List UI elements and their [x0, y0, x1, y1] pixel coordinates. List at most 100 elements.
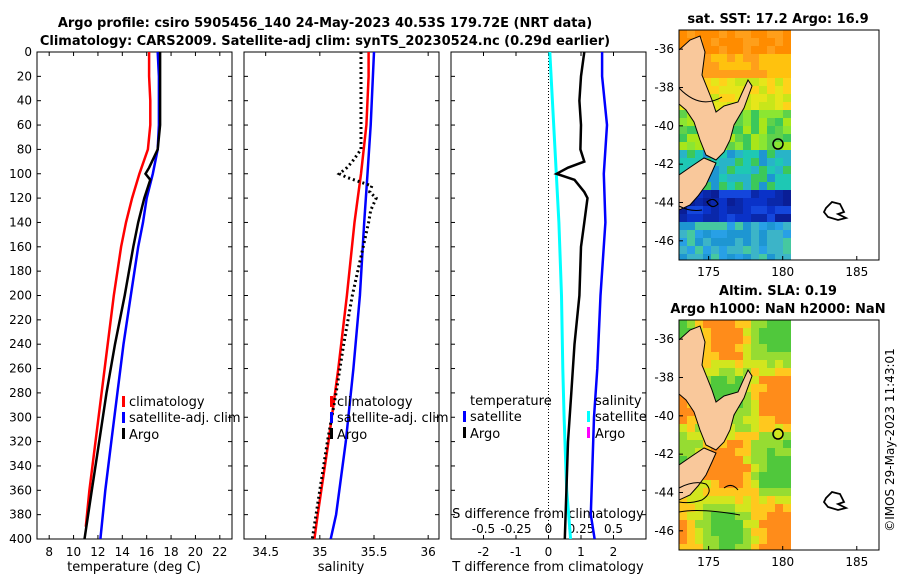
heatmap-cell: [679, 30, 687, 38]
heatmap-cell: [703, 190, 711, 198]
heatmap-cell: [767, 528, 775, 536]
heatmap-cell: [711, 520, 719, 528]
heatmap-cell: [735, 206, 743, 214]
heatmap-cell: [687, 504, 695, 512]
heatmap-cell: [727, 30, 735, 38]
heatmap-cell: [759, 480, 767, 488]
heatmap-cell: [719, 520, 727, 528]
map-y-tick-label: -38: [654, 81, 674, 95]
heatmap-cell: [767, 142, 775, 150]
heatmap-cell: [743, 360, 751, 368]
heatmap-cell: [743, 214, 751, 222]
heatmap-cell: [751, 336, 759, 344]
heatmap-cell: [735, 54, 743, 62]
heatmap-cell: [751, 328, 759, 336]
heatmap-cell: [695, 488, 703, 496]
heatmap-cell: [679, 126, 687, 134]
t-difference-xlabel: T difference from climatology: [451, 560, 644, 575]
heatmap-cell: [783, 392, 791, 400]
heatmap-cell: [767, 360, 775, 368]
heatmap-cell: [751, 368, 759, 376]
heatmap-cell: [703, 222, 711, 230]
heatmap-cell: [775, 150, 783, 158]
heatmap-cell: [775, 536, 783, 544]
heatmap-cell: [767, 190, 775, 198]
heatmap-cell: [703, 254, 711, 260]
heatmap-cell: [735, 142, 743, 150]
temperature-climatology-line: [84, 52, 152, 527]
heatmap-cell: [711, 70, 719, 78]
heatmap-cell: [759, 246, 767, 254]
salinity-legend: climatology satellite-adj. clim Argo: [330, 395, 449, 443]
heatmap-cell: [719, 238, 727, 246]
heatmap-cell: [743, 352, 751, 360]
heatmap-cell: [775, 110, 783, 118]
heatmap-cell: [783, 456, 791, 464]
heatmap-cell: [767, 102, 775, 110]
heatmap-cell: [759, 102, 767, 110]
heatmap-cell: [783, 352, 791, 360]
heatmap-cell: [743, 182, 751, 190]
heatmap-cell: [695, 214, 703, 222]
heatmap-cell: [679, 214, 687, 222]
heatmap-cell: [767, 198, 775, 206]
legend-swatch-s-satellite: [587, 411, 590, 422]
heatmap-cell: [767, 70, 775, 78]
heatmap-cell: [687, 448, 695, 456]
heatmap-cell: [783, 198, 791, 206]
north-island-land: [679, 35, 753, 161]
heatmap-cell: [783, 496, 791, 504]
heatmap-cell: [703, 480, 711, 488]
legend-swatch-argo: [122, 428, 125, 439]
heatmap-cell: [743, 424, 751, 432]
heatmap-cell: [719, 360, 727, 368]
heatmap-cell: [775, 376, 783, 384]
heatmap-cell: [751, 472, 759, 480]
heatmap-cell: [711, 496, 719, 504]
heatmap-cell: [719, 464, 727, 472]
legend-label: satellite-adj. clim: [337, 411, 449, 426]
heatmap-cell: [687, 496, 695, 504]
heatmap-cell: [735, 320, 743, 328]
heatmap-cell: [759, 320, 767, 328]
heatmap-cell: [711, 512, 719, 520]
heatmap-cell: [727, 198, 735, 206]
map-x-tick-label: 180: [771, 265, 794, 279]
heatmap-cell: [751, 118, 759, 126]
heatmap-cell: [695, 512, 703, 520]
heatmap-cell: [719, 456, 727, 464]
heatmap-cell: [783, 480, 791, 488]
heatmap-cell: [767, 376, 775, 384]
heatmap-cell: [703, 328, 711, 336]
salinity-x-axis: 34.5 35 35.5 36: [252, 52, 436, 559]
heatmap-cell: [743, 62, 751, 70]
depth-tick-label: 340: [9, 459, 32, 473]
heatmap-cell: [775, 62, 783, 70]
heatmap-cell: [695, 238, 703, 246]
heatmap-cell: [687, 246, 695, 254]
heatmap-cell: [719, 488, 727, 496]
heatmap-cell: [783, 336, 791, 344]
heatmap-cell: [759, 158, 767, 166]
heatmap-cell: [711, 222, 719, 230]
heatmap-cell: [783, 150, 791, 158]
legend-swatch-t-satellite: [463, 411, 466, 422]
heatmap-cell: [783, 520, 791, 528]
map-y-tick-label: -36: [654, 42, 674, 56]
heatmap-cell: [703, 472, 711, 480]
x-tick-label: 34.5: [252, 545, 279, 559]
heatmap-cell: [679, 424, 687, 432]
heatmap-cell: [727, 238, 735, 246]
heatmap-cell: [743, 544, 751, 550]
heatmap-cell: [759, 368, 767, 376]
sst-contour: [679, 87, 723, 103]
heatmap-cell: [687, 254, 695, 260]
heatmap-cell: [783, 126, 791, 134]
heatmap-cell: [751, 230, 759, 238]
depth-tick-label: 280: [9, 386, 32, 400]
heatmap-cell: [759, 222, 767, 230]
heatmap-cell: [775, 126, 783, 134]
heatmap-cell: [679, 408, 687, 416]
heatmap-cell: [751, 376, 759, 384]
heatmap-cell: [783, 528, 791, 536]
